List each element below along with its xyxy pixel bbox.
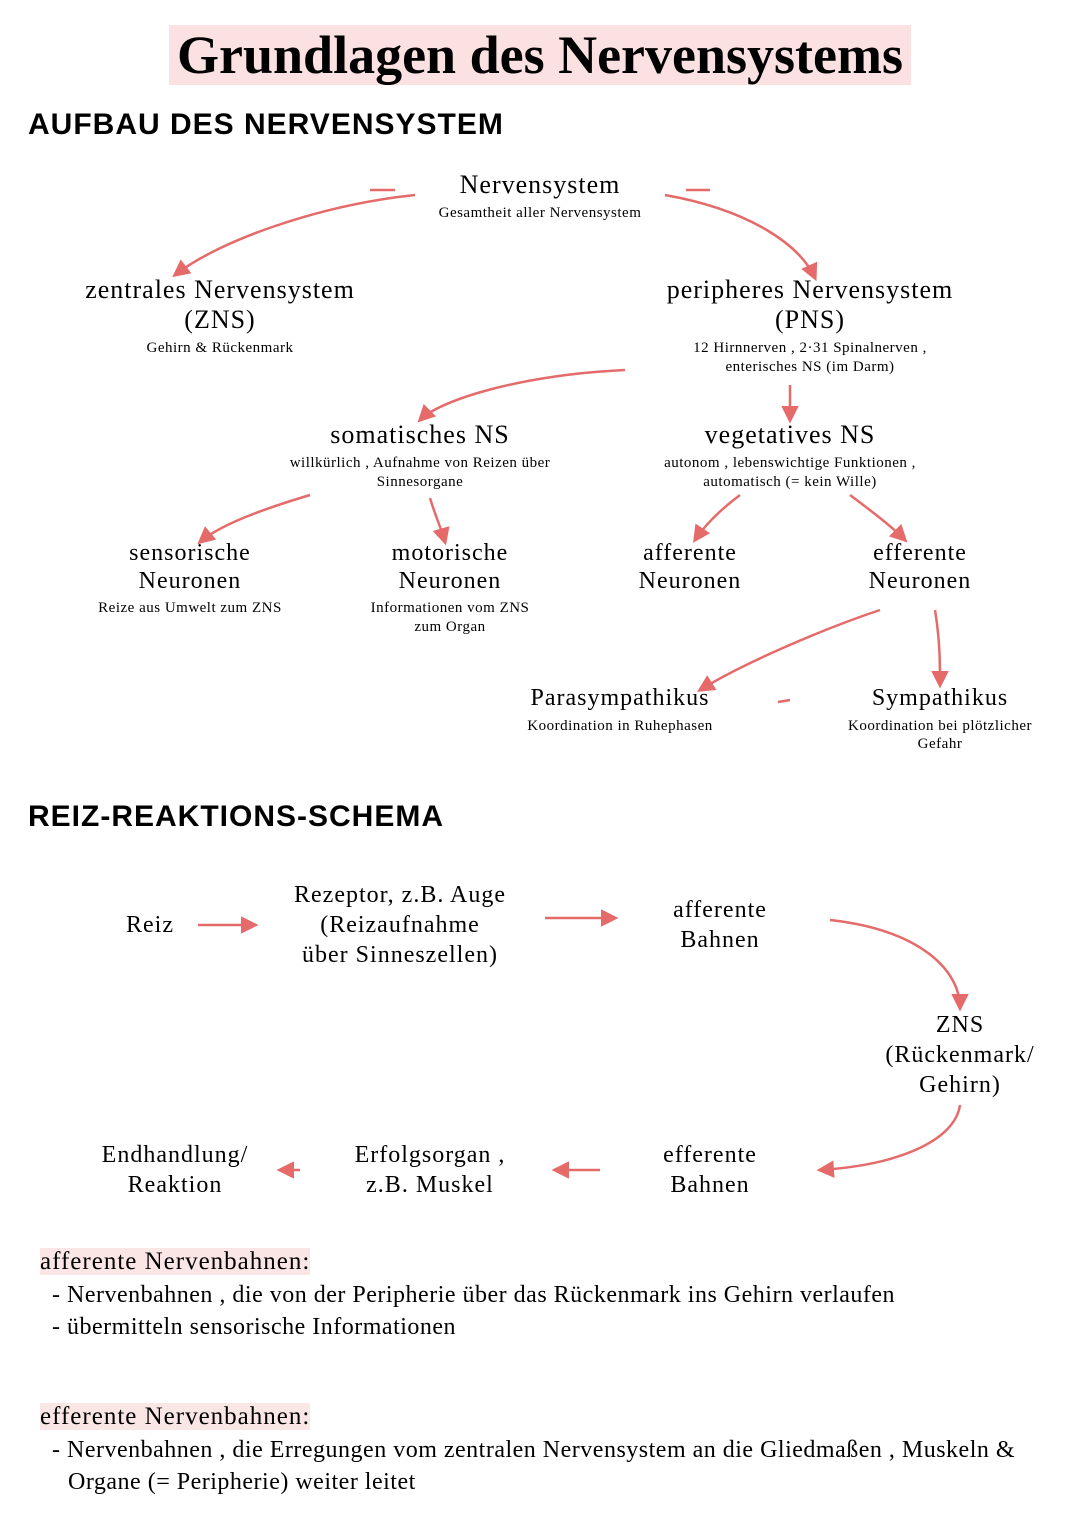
flow-node-efferent: efferente Bahnen [610,1140,810,1200]
tree-node-zns: zentrales Nervensystem (ZNS) Gehirn & Rü… [40,275,400,358]
tree-node-efferent-neurons: efferente Neuronen [820,540,1020,595]
node-title: sensorische Neuronen [60,540,320,595]
node-sub: Koordination bei plötzlicher Gefahr [820,717,1060,755]
node-sub: willkürlich , Aufnahme von Reizen über S… [250,454,590,492]
definition-bullet: - Nervenbahnen , die Erregungen vom zent… [40,1434,1040,1499]
node-title: efferente Neuronen [820,540,1020,595]
flow-node-zns: ZNS (Rückenmark/ Gehirn) [860,1010,1060,1100]
node-title: somatisches NS [250,420,590,450]
page-title: Grundlagen des Nervensystems [0,24,1080,86]
tree-node-parasympathikus: Parasympathikus Koordination in Ruhephas… [460,685,780,735]
node-sub: 12 Hirnnerven , 2·31 Spinalnerven , ente… [600,339,1020,377]
tree-node-motor: motorische Neuronen Informationen vom ZN… [330,540,570,637]
section-heading-aufbau: AUFBAU DES NERVENSYSTEM [28,108,504,142]
flow-node-organ: Erfolgsorgan , z.B. Muskel [300,1140,560,1200]
flow-node-rezeptor: Rezeptor, z.B. Auge (Reizaufnahme über S… [260,880,540,970]
node-sub: Reize aus Umwelt zum ZNS [60,599,320,618]
definition-afferent: afferente Nervenbahnen: - Nervenbahnen ,… [40,1245,1040,1344]
node-title: Nervensystem [400,170,680,200]
node-sub: Gehirn & Rückenmark [40,339,400,358]
definition-label: efferente Nervenbahnen: [40,1400,1040,1434]
tree-node-sympathikus: Sympathikus Koordination bei plötzlicher… [820,685,1060,754]
node-title: Parasympathikus [460,685,780,713]
tree-node-vegetative: vegetatives NS autonom , lebenswichtige … [610,420,970,491]
tree-node-root: Nervensystem Gesamtheit aller Nervensyst… [400,170,680,223]
node-title: peripheres Nervensystem (PNS) [600,275,1020,335]
node-title: zentrales Nervensystem (ZNS) [40,275,400,335]
node-sub: Gesamtheit aller Nervensystem [400,204,680,223]
node-title: motorische Neuronen [330,540,570,595]
flow-node-afferent: afferente Bahnen [620,895,820,955]
node-sub: Informationen vom ZNS zum Organ [330,599,570,637]
node-title: Sympathikus [820,685,1060,713]
definition-bullet: - übermitteln sensorische Informationen [40,1311,1040,1343]
tree-node-afferent-neurons: afferente Neuronen [590,540,790,595]
node-sub: Koordination in Ruhephasen [460,717,780,736]
tree-node-sensory: sensorische Neuronen Reize aus Umwelt zu… [60,540,320,618]
flow-node-reiz: Reiz [100,910,200,940]
node-sub: autonom , lebenswichtige Funktionen , au… [610,454,970,492]
flow-node-reaktion: Endhandlung/ Reaktion [60,1140,290,1200]
definition-efferent: efferente Nervenbahnen: - Nervenbahnen ,… [40,1400,1040,1499]
definition-label: afferente Nervenbahnen: [40,1245,1040,1279]
node-title: vegetatives NS [610,420,970,450]
page-title-text: Grundlagen des Nervensystems [169,25,911,85]
tree-node-somatic: somatisches NS willkürlich , Aufnahme vo… [250,420,590,491]
node-title: afferente Neuronen [590,540,790,595]
section-heading-reiz: REIZ-REAKTIONS-SCHEMA [28,800,444,834]
tree-node-pns: peripheres Nervensystem (PNS) 12 Hirnner… [600,275,1020,376]
definition-bullet: - Nervenbahnen , die von der Peripherie … [40,1279,1040,1311]
